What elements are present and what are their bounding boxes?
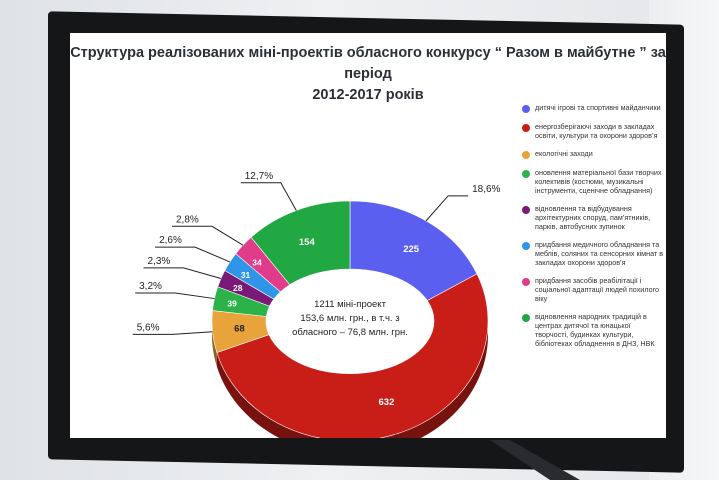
legend-item: дитячі ігрові та спортивні майданчики [522, 103, 664, 113]
value-label-2: 68 [234, 324, 245, 335]
legend-label: оновлення матеріальної бази творчих коле… [535, 168, 662, 195]
legend-label: придбання засобів реабілітації і соціаль… [535, 276, 660, 303]
value-label-3: 39 [227, 299, 237, 309]
legend-label: екологічні заходи [535, 149, 593, 158]
legend-swatch [522, 278, 530, 286]
legend-item: придбання засобів реабілітації і соціаль… [522, 276, 664, 303]
legend-label: відновлення та відбудування архітектурни… [535, 204, 651, 231]
donut-chart: 225632683928313415418,6%52,5%5,6%3,2%2,3… [132, 171, 501, 438]
leader-line-6 [171, 225, 244, 246]
legend-item: придбання медичного обладнання та меблів… [522, 240, 664, 267]
leader-line-2 [132, 331, 213, 335]
leader-line-3 [135, 292, 215, 300]
legend-label: відновлення народних традицій в центрах … [535, 312, 655, 348]
legend-item: оновлення матеріальної бази творчих коле… [522, 168, 664, 195]
legend-swatch [522, 314, 530, 322]
legend-label: придбання медичного обладнання та меблів… [535, 240, 664, 267]
percent-label-3: 3,2% [139, 281, 162, 292]
leader-line-7 [240, 182, 297, 211]
legend-swatch [522, 151, 530, 159]
donut-hole [268, 274, 432, 374]
donut-slice-7 [250, 200, 351, 286]
legend-item: відновлення та відбудування архітектурни… [522, 204, 664, 231]
percent-label-6: 2,8% [176, 214, 199, 225]
legend-swatch [522, 105, 530, 113]
percent-label-7: 12,7% [245, 171, 273, 182]
value-label-4: 28 [233, 283, 243, 293]
value-label-7: 154 [299, 237, 316, 248]
leader-line-4 [143, 267, 222, 279]
legend-swatch [522, 206, 530, 214]
value-label-0: 225 [403, 244, 420, 255]
value-label-5: 31 [241, 270, 251, 280]
value-label-1: 632 [379, 397, 395, 408]
legend-swatch [522, 170, 530, 178]
leader-line-5 [155, 246, 231, 263]
tv-screen: Структура реалізованих міні-проектів обл… [70, 33, 666, 438]
legend-swatch [522, 242, 530, 250]
percent-label-0: 18,6% [472, 184, 500, 195]
percent-label-5: 2,6% [159, 235, 182, 246]
donut-depth-2 [211, 310, 217, 367]
tv-stand [490, 440, 580, 480]
chart-title-line2: 2012-2017 років [312, 87, 424, 103]
chart-title-line1: Структура реалізованих міні-проектів обл… [70, 45, 666, 82]
value-label-6: 34 [252, 257, 262, 267]
chart-legend: дитячі ігрові та спортивні майданчики ене… [522, 103, 664, 357]
legend-item: енергозберігаючі заходи в закладах освіт… [522, 122, 664, 140]
legend-item: екологічні заходи [522, 149, 664, 159]
legend-label: енергозберігаючі заходи в закладах освіт… [535, 122, 658, 140]
legend-label: дитячі ігрові та спортивні майданчики [535, 103, 661, 112]
legend-swatch [522, 124, 530, 132]
chart-title: Структура реалізованих міні-проектів обл… [70, 43, 666, 106]
center-text-line-1: 153,6 млн. грн., в т.ч. з [300, 313, 399, 324]
percent-label-4: 2,3% [148, 256, 171, 267]
center-text-line-0: 1211 міні-проект [314, 299, 386, 310]
leader-line-0 [425, 195, 469, 222]
legend-item: відновлення народних традицій в центрах … [522, 312, 664, 348]
percent-label-2: 5,6% [137, 322, 160, 333]
tv-stand-leg [490, 440, 580, 480]
center-text-line-2: обласного – 76,8 млн. грн. [292, 327, 408, 338]
